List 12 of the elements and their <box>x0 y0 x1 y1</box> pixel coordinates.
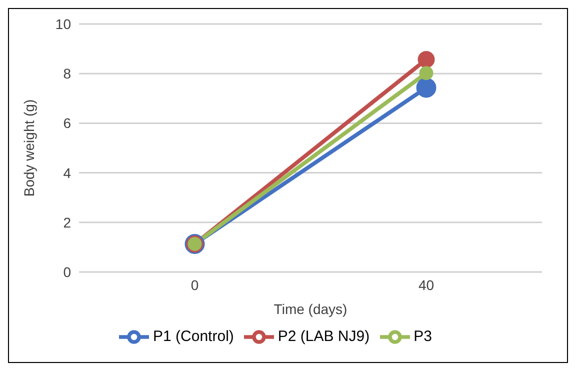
y-tick-label: 10 <box>55 16 72 32</box>
legend-label: P3 <box>414 328 432 345</box>
x-axis-title: Time (days) <box>274 301 348 317</box>
legend-label: P2 (LAB NJ9) <box>278 328 370 345</box>
y-tick-label: 4 <box>63 164 72 181</box>
y-tick-label: 8 <box>63 66 72 82</box>
x-tick-label: 40 <box>418 276 434 293</box>
y-tick-label: 2 <box>63 214 72 230</box>
y-axis-title: Body weight (g) <box>20 99 37 197</box>
legend-label: P1 (Control) <box>153 328 234 345</box>
y-tick-label: 0 <box>63 264 72 280</box>
y-tick-label: 6 <box>63 115 72 132</box>
